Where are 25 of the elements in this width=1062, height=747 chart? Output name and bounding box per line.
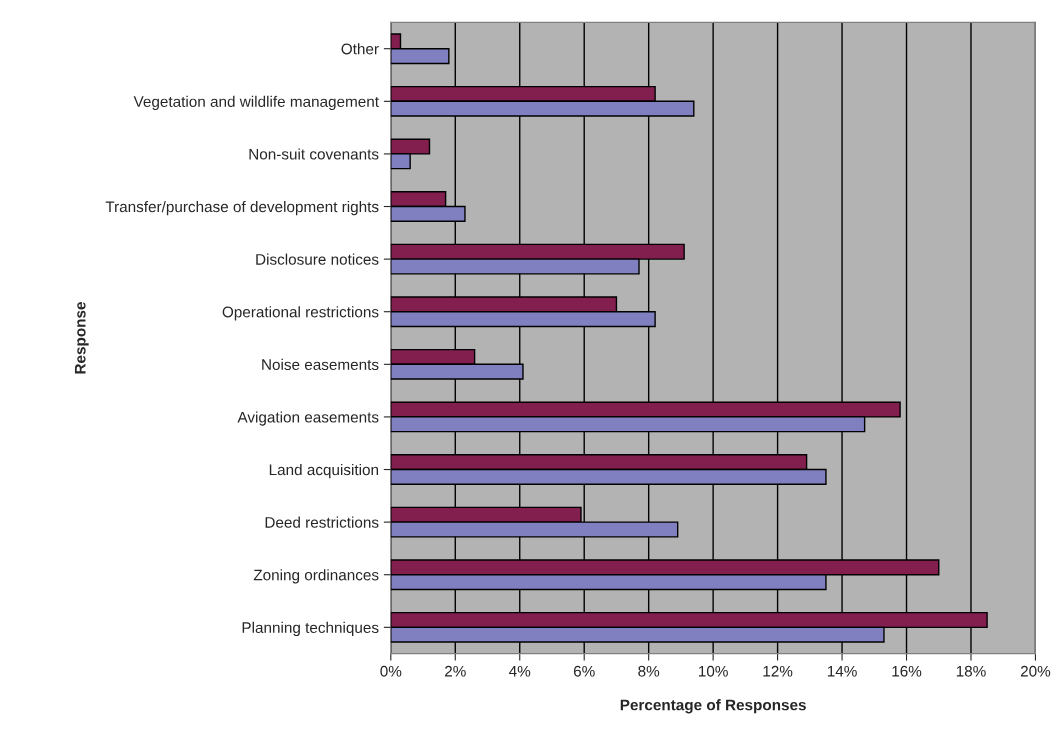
x-tick-label: 2% <box>445 665 466 677</box>
x-tick-label: 16% <box>892 665 922 677</box>
x-tick-label: 8% <box>638 665 660 677</box>
y-tick-label: Vegetation and wildlife management <box>133 95 379 111</box>
x-tick-label: 20% <box>1020 665 1051 677</box>
y-tick-label: Deed restrictions <box>265 516 379 528</box>
x-tick-label: 4% <box>509 665 531 677</box>
x-tick-label: 6% <box>573 665 595 677</box>
x-tick-label: 18% <box>956 665 986 677</box>
y-tick-label: Land acquisition <box>269 463 379 479</box>
x-tick-label: 14% <box>827 665 857 677</box>
y-tick-label: Zoning ordinances <box>253 569 379 584</box>
y-tick-label: Avigation easements <box>237 411 379 426</box>
x-tick-label: 10% <box>699 665 728 677</box>
y-axis-title: Response <box>74 302 89 374</box>
x-axis-title: Percentage of Responses <box>620 699 806 714</box>
y-tick-label: Operational restrictions <box>222 306 379 321</box>
x-tick-label: 12% <box>763 665 793 677</box>
x-tick-label: 0% <box>380 665 402 677</box>
y-tick-label: Planning techniques <box>242 621 379 637</box>
y-tick-label: Transfer/purchase of development rights <box>105 200 379 216</box>
y-tick-label: Disclosure notices <box>256 253 379 265</box>
y-tick-label: Noise easements <box>262 358 379 370</box>
y-tick-label: Other <box>341 43 379 55</box>
y-tick-label: Non-suit covenants <box>249 148 379 160</box>
